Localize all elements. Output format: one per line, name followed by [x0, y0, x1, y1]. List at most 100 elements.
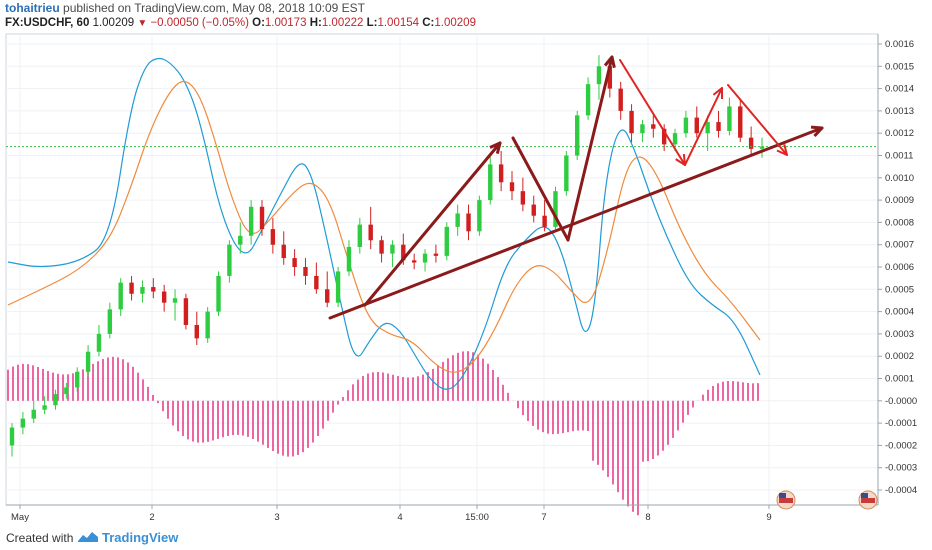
high-value: 1.00222 [321, 17, 364, 29]
impulse-arrow-2 [566, 55, 616, 242]
candle [96, 324, 102, 357]
candle [575, 110, 580, 160]
last-price: 1.00209 [92, 17, 135, 29]
y-tick-label: 0.0012 [885, 128, 914, 139]
candle [488, 155, 493, 205]
y-tick-label: 0.0015 [885, 61, 914, 72]
candle [727, 97, 732, 136]
candle [259, 200, 265, 236]
candle [216, 271, 221, 317]
y-tick-label: 0.0002 [885, 351, 914, 362]
candle [531, 195, 536, 223]
red-arrow-down-2 [727, 84, 788, 156]
annotations [328, 55, 824, 320]
candle [433, 244, 439, 263]
candle [335, 267, 341, 308]
y-tick-label: 0.0001 [885, 374, 914, 385]
candle [292, 249, 297, 276]
macd-histogram [7, 351, 759, 516]
candle [183, 293, 189, 330]
candle [411, 253, 417, 270]
open-label: O: [252, 17, 265, 29]
candle [466, 204, 471, 241]
y-tick-label: 0.0004 [885, 307, 914, 318]
footer: Created with TradingView [0, 526, 932, 550]
author-name[interactable]: tohaitrieu [5, 1, 60, 15]
candle [107, 302, 113, 339]
candle [422, 249, 428, 272]
candle [42, 396, 47, 415]
candle [75, 367, 80, 392]
candle [118, 278, 123, 317]
y-tick-label: -0.0003 [885, 463, 917, 474]
y-tick-label: 0.0009 [885, 195, 914, 206]
candle [161, 284, 167, 312]
candle [542, 200, 547, 232]
x-tick-label: 15:00 [465, 512, 489, 523]
candle [705, 115, 710, 152]
tradingview-brand[interactable]: TradingView [102, 530, 179, 545]
candle [618, 81, 623, 120]
symbol-legend: FX:USDCHF, 60 1.00209 ▼ −0.00050 (−0.05%… [5, 17, 476, 29]
candle [303, 258, 308, 285]
publish-info: tohaitrieu published on TradingView.com,… [5, 1, 365, 15]
created-with-text: Created with [6, 531, 74, 545]
candle [368, 206, 373, 250]
price-change: −0.00050 (−0.05%) [150, 17, 249, 29]
y-tick-label: 0.0011 [885, 151, 913, 162]
x-tick-label: 4 [397, 512, 402, 523]
candle [281, 231, 286, 265]
down-leg-line [511, 136, 570, 242]
y-tick-label: 0.0013 [885, 106, 914, 117]
candle [640, 119, 645, 143]
candle [314, 262, 319, 294]
candle [748, 126, 754, 156]
tradingview-logo-icon [78, 532, 98, 542]
candle [64, 382, 69, 399]
down-triangle-icon: ▼ [137, 18, 148, 29]
candle [357, 217, 363, 254]
low-value: 1.00154 [377, 17, 420, 29]
candle [444, 222, 449, 261]
symbol-name[interactable]: FX:USDCHF, 60 [5, 17, 90, 29]
close-value: 1.00209 [434, 17, 476, 29]
candle [151, 278, 156, 299]
us-flag-icon[interactable] [776, 490, 796, 510]
candle [716, 110, 721, 138]
candle [248, 200, 254, 245]
time-axis[interactable]: May 2 3 4 15:00 7 8 9 [6, 504, 878, 523]
candle [520, 177, 526, 212]
chart-header: tohaitrieu published on TradingView.com,… [0, 0, 932, 34]
right-price-axis[interactable]: 0.0016 0.0015 0.0014 0.0013 0.0012 0.0011 0.00… [877, 34, 917, 505]
open-value: 1.00173 [264, 17, 307, 29]
candle [477, 195, 482, 236]
candle [629, 104, 634, 143]
candle [379, 235, 384, 263]
trendline-arrow [328, 125, 824, 320]
candle [564, 151, 569, 196]
candle [553, 186, 558, 230]
y-tick-label: 0.0007 [885, 240, 914, 251]
candle [498, 151, 504, 192]
candle [325, 271, 330, 308]
candle [194, 311, 199, 346]
y-tick-label: 0.0005 [885, 284, 914, 295]
x-tick-label: 9 [766, 512, 771, 523]
candle [31, 400, 36, 424]
candle [238, 222, 243, 254]
candles [9, 55, 765, 457]
y-tick-label: -0.0004 [885, 485, 917, 496]
us-flag-icon[interactable] [858, 490, 878, 510]
x-tick-label: 8 [645, 512, 650, 523]
high-label: H: [309, 17, 322, 29]
y-tick-label: -0.0002 [885, 440, 917, 451]
publish-text: published on TradingView.com, May 08, 20… [63, 1, 365, 15]
candle [694, 106, 699, 138]
x-tick-label: 7 [541, 512, 546, 523]
signal-line [7, 80, 761, 373]
candle [651, 115, 656, 138]
candle [455, 204, 460, 236]
y-tick-label: 0.0003 [885, 329, 914, 340]
candle [20, 411, 26, 435]
